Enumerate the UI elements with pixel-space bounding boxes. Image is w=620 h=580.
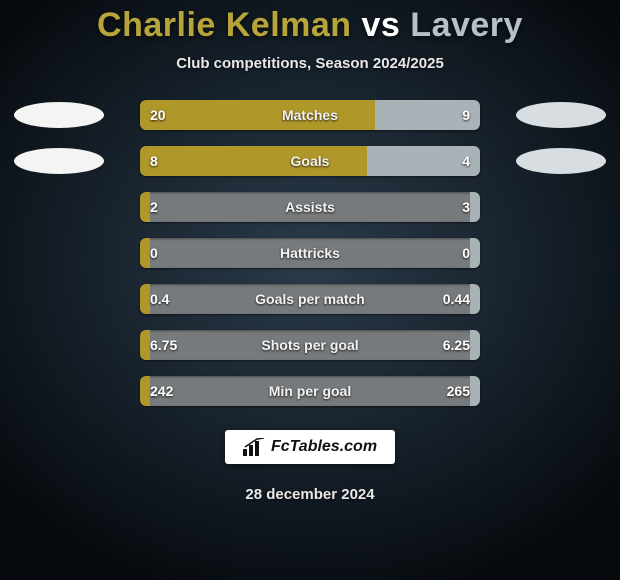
- stat-bar-track: 6.75 6.25 Shots per goal: [140, 330, 480, 360]
- stat-right-value: 4: [462, 153, 470, 169]
- stat-left-value: 6.75: [150, 337, 177, 353]
- stat-row: 0 0 Hattricks: [0, 238, 620, 268]
- stat-label: Assists: [285, 199, 335, 215]
- stat-bar-left-fill: [140, 192, 150, 222]
- stat-rows-container: 20 9 Matches 8 4 Goals 2 3 Assists 0 0 Hattricks 0.4…: [0, 100, 620, 406]
- stat-label: Min per goal: [269, 383, 351, 399]
- stat-bar-track: 0.4 0.44 Goals per match: [140, 284, 480, 314]
- stat-bar-track: 0 0 Hattricks: [140, 238, 480, 268]
- stat-bar-right-fill: [470, 330, 480, 360]
- stat-bar-left-fill: [140, 284, 150, 314]
- player1-badge: [14, 148, 104, 174]
- stat-label: Hattricks: [280, 245, 340, 261]
- stat-left-value: 0: [150, 245, 158, 261]
- stat-left-value: 20: [150, 107, 166, 123]
- stat-row: 242 265 Min per goal: [0, 376, 620, 406]
- stat-bar-track: 20 9 Matches: [140, 100, 480, 130]
- stat-bar-right-fill: [470, 376, 480, 406]
- stat-bar-left-fill: [140, 330, 150, 360]
- stat-bar-left-fill: [140, 100, 375, 130]
- stat-right-value: 0: [462, 245, 470, 261]
- chart-icon: [243, 438, 265, 456]
- stat-label: Goals per match: [255, 291, 365, 307]
- comparison-title: Charlie Kelman vs Lavery: [97, 6, 523, 45]
- stat-bar-right-fill: [470, 284, 480, 314]
- stat-bar-left-fill: [140, 146, 367, 176]
- stat-label: Shots per goal: [261, 337, 358, 353]
- player1-name: Charlie Kelman: [97, 6, 352, 44]
- player2-badge: [516, 148, 606, 174]
- stat-bar-left-fill: [140, 376, 150, 406]
- stat-left-value: 8: [150, 153, 158, 169]
- stat-right-value: 9: [462, 107, 470, 123]
- logo-text: FcTables.com: [271, 438, 377, 456]
- stat-bar-track: 242 265 Min per goal: [140, 376, 480, 406]
- stat-left-value: 0.4: [150, 291, 169, 307]
- stat-label: Matches: [282, 107, 338, 123]
- player2-badge: [516, 102, 606, 128]
- stat-bar-track: 2 3 Assists: [140, 192, 480, 222]
- stat-bar-left-fill: [140, 238, 150, 268]
- stat-row: 6.75 6.25 Shots per goal: [0, 330, 620, 360]
- stat-row: 20 9 Matches: [0, 100, 620, 130]
- stat-row: 8 4 Goals: [0, 146, 620, 176]
- content-container: Charlie Kelman vs Lavery Club competitio…: [0, 0, 620, 580]
- stat-left-value: 2: [150, 199, 158, 215]
- stat-bar-right-fill: [470, 238, 480, 268]
- vs-separator: vs: [352, 6, 411, 44]
- logo-badge[interactable]: FcTables.com: [225, 430, 395, 464]
- subtitle: Club competitions, Season 2024/2025: [176, 55, 444, 72]
- stat-right-value: 265: [447, 383, 470, 399]
- player1-badge: [14, 102, 104, 128]
- stat-right-value: 6.25: [443, 337, 470, 353]
- stat-bar-right-fill: [470, 192, 480, 222]
- stat-row: 0.4 0.44 Goals per match: [0, 284, 620, 314]
- stat-right-value: 3: [462, 199, 470, 215]
- stat-left-value: 242: [150, 383, 173, 399]
- stat-bar-track: 8 4 Goals: [140, 146, 480, 176]
- stat-label: Goals: [291, 153, 330, 169]
- stat-right-value: 0.44: [443, 291, 470, 307]
- player2-name: Lavery: [410, 6, 523, 44]
- stat-row: 2 3 Assists: [0, 192, 620, 222]
- date-label: 28 december 2024: [245, 486, 374, 503]
